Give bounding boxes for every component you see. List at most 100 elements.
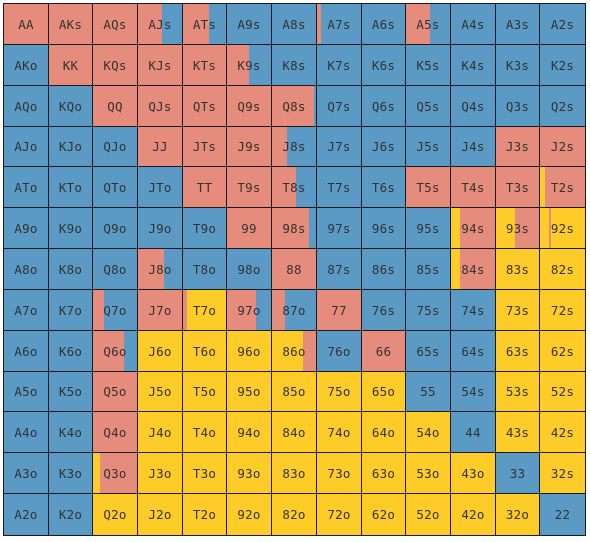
hand-cell: 93s bbox=[496, 208, 540, 249]
action-fill bbox=[430, 4, 450, 44]
action-fill bbox=[93, 208, 137, 248]
action-fill bbox=[227, 494, 271, 535]
hand-label: 65s bbox=[416, 343, 440, 359]
hand-cell: J9o bbox=[138, 208, 183, 249]
hand-cell: 73s bbox=[496, 290, 540, 331]
hand-label: Q8o bbox=[103, 261, 127, 277]
hand-label: ATo bbox=[14, 179, 38, 195]
action-fill bbox=[227, 249, 271, 289]
hand-cell: 76s bbox=[362, 290, 406, 331]
action-fill bbox=[49, 331, 92, 371]
hand-label: 74o bbox=[327, 424, 351, 440]
action-fill bbox=[406, 494, 450, 535]
hand-cell: Q5o bbox=[93, 372, 138, 412]
hand-cell: 72o bbox=[317, 494, 362, 535]
action-fill bbox=[183, 208, 226, 248]
action-fill bbox=[49, 208, 92, 248]
hand-label: 62o bbox=[371, 507, 396, 522]
hand-label: 64s bbox=[461, 343, 485, 359]
hand-label: 86s bbox=[371, 261, 396, 277]
action-fill bbox=[317, 167, 361, 207]
hand-cell: K2s bbox=[540, 45, 585, 86]
hand-cell: QTo bbox=[93, 167, 138, 208]
hand-cell: J7s bbox=[317, 127, 362, 167]
hand-label: 32s bbox=[550, 465, 575, 481]
hand-cell: T6s bbox=[362, 167, 406, 208]
hand-cell: A7o bbox=[4, 290, 49, 331]
hand-label: 93s bbox=[505, 220, 530, 236]
hand-cell: AKo bbox=[4, 45, 49, 86]
hand-label: T9o bbox=[192, 220, 217, 236]
action-fill bbox=[540, 249, 585, 289]
hand-label: K4o bbox=[58, 424, 83, 440]
hand-label: QQ bbox=[107, 98, 123, 114]
hand-label: 42s bbox=[550, 424, 575, 440]
hand-cell: 42s bbox=[540, 412, 585, 453]
hand-cell: J8s bbox=[272, 127, 317, 167]
action-fill bbox=[255, 290, 271, 330]
action-fill bbox=[496, 167, 539, 207]
hand-label: 86o bbox=[282, 343, 306, 359]
action-fill bbox=[549, 208, 552, 248]
hand-cell: 42o bbox=[451, 494, 496, 535]
hand-label: A7s bbox=[327, 16, 351, 32]
hand-label: J4o bbox=[148, 424, 172, 440]
hand-label: T5s bbox=[416, 179, 440, 195]
hand-label: T6o bbox=[192, 343, 217, 359]
action-fill bbox=[138, 167, 182, 207]
hand-label: KJs bbox=[148, 57, 172, 73]
hand-cell: A9o bbox=[4, 208, 49, 249]
action-fill bbox=[183, 290, 188, 330]
hand-label: J4s bbox=[461, 139, 485, 154]
action-fill bbox=[459, 208, 495, 248]
hand-label: Q4s bbox=[461, 98, 485, 114]
hand-cell: TT bbox=[183, 167, 227, 208]
hand-cell: 84o bbox=[272, 412, 317, 453]
action-fill bbox=[4, 249, 48, 289]
hand-label: K6s bbox=[371, 57, 396, 73]
action-fill bbox=[183, 4, 209, 44]
action-fill bbox=[551, 208, 585, 248]
hand-label: 83s bbox=[505, 261, 530, 277]
hand-cell: T5o bbox=[183, 372, 227, 412]
hand-label: KQo bbox=[58, 98, 83, 114]
hand-label: Q8s bbox=[282, 98, 306, 114]
action-fill bbox=[138, 290, 182, 330]
hand-label: 52o bbox=[416, 507, 440, 522]
hand-cell: Q7o bbox=[93, 290, 138, 331]
action-fill bbox=[138, 249, 165, 289]
hand-cell: T3s bbox=[496, 167, 540, 208]
action-fill bbox=[406, 290, 450, 330]
action-fill bbox=[496, 412, 539, 452]
action-fill bbox=[227, 331, 271, 371]
action-fill bbox=[317, 86, 361, 126]
hand-label: A8o bbox=[14, 261, 38, 277]
hand-label: J3s bbox=[505, 139, 530, 154]
hand-cell: 64s bbox=[451, 331, 496, 372]
hand-cell: 92s bbox=[540, 208, 585, 249]
action-fill bbox=[309, 208, 316, 248]
action-fill bbox=[317, 331, 361, 371]
action-fill bbox=[362, 494, 405, 535]
hand-cell: K9o bbox=[49, 208, 93, 249]
action-fill bbox=[183, 86, 226, 126]
action-fill bbox=[183, 331, 226, 371]
hand-label: QTs bbox=[192, 98, 217, 114]
action-fill bbox=[540, 412, 585, 452]
hand-label: ATs bbox=[192, 16, 217, 32]
action-fill bbox=[227, 412, 271, 452]
hand-label: 82s bbox=[550, 261, 575, 277]
hand-cell: KK bbox=[49, 45, 93, 86]
hand-cell: KQs bbox=[93, 45, 138, 86]
hand-label: T8s bbox=[282, 179, 306, 195]
hand-label: A6o bbox=[14, 343, 38, 359]
hand-label: KTs bbox=[192, 57, 217, 73]
action-fill bbox=[227, 86, 271, 126]
hand-cell: J4s bbox=[451, 127, 496, 167]
action-fill bbox=[93, 45, 137, 85]
action-fill bbox=[317, 372, 361, 411]
action-fill bbox=[4, 167, 48, 207]
hand-label: K3s bbox=[505, 57, 530, 73]
hand-cell: QQ bbox=[93, 86, 138, 127]
action-fill bbox=[317, 4, 322, 44]
